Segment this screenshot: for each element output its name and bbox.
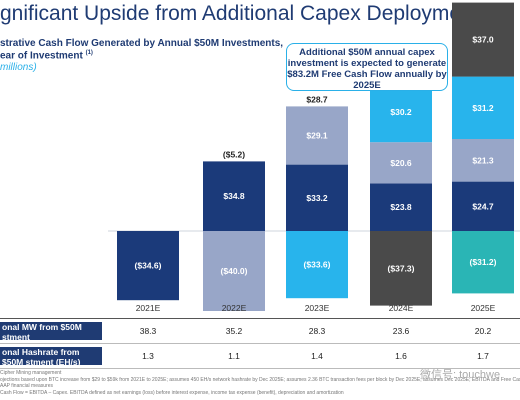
table-cell: 35.2 (225, 326, 243, 336)
row-label: onal Hashrate from $50M stment (EH/s) (0, 347, 102, 367)
footnote-marker: (1) (85, 50, 93, 56)
bar-segment (370, 183, 432, 231)
table-cell: 1.6 (395, 351, 407, 361)
total-label: $83.2 (472, 0, 494, 1)
chart-subtitle: strative Cash Flow Generated by Annual $… (0, 38, 284, 49)
bar-segment (370, 81, 432, 143)
category-label: 2024E (389, 303, 414, 313)
data-label: $33.2 (306, 193, 328, 203)
bar-segment (452, 2, 514, 77)
bar-segment (286, 106, 348, 165)
data-label: $29.1 (306, 131, 328, 141)
category-label: 2023E (305, 303, 330, 313)
watermark: 微信号: touchwe (420, 369, 501, 381)
footnote: AAP financial measures (0, 383, 53, 389)
bar-segment (452, 181, 514, 231)
page-title: gnificant Upside from Additional Capex D… (0, 2, 479, 25)
metrics-table: onal MW from $50M stment 38.3 35.2 28.3 … (0, 318, 520, 369)
table-cell: 23.6 (392, 326, 410, 336)
footnote: Cash Flow = EBITDA – Capex. EBITDA defin… (0, 389, 344, 396)
bar-segment (370, 231, 432, 306)
bar-segment (286, 231, 348, 299)
total-label: $28.7 (306, 94, 328, 104)
data-label: $20.6 (390, 158, 412, 168)
data-label: $34.8 (223, 191, 245, 201)
data-label: $21.3 (472, 155, 494, 165)
bar-segment (452, 231, 514, 294)
table-row-mw: onal MW from $50M stment 38.3 35.2 28.3 … (0, 319, 520, 344)
data-label: ($31.2) (470, 257, 497, 267)
data-label: $31.2 (472, 103, 494, 113)
category-label: 2021E (136, 303, 161, 313)
footnote: ojections based upon BTC increase from $… (0, 376, 520, 383)
footnotes: Cipher Mining management ojections based… (0, 370, 520, 396)
table-cell: 38.3 (139, 326, 157, 336)
callout-box: Additional $50M annual capex investment … (286, 43, 448, 91)
bar-segment (117, 231, 179, 301)
total-label: ($5.2) (223, 149, 245, 159)
bar-segment (203, 231, 265, 311)
data-label: ($33.6) (304, 260, 331, 270)
data-label: ($34.6) (135, 261, 162, 271)
table-cell: 1.3 (142, 351, 154, 361)
subtitle-text: ear of Investment (0, 50, 86, 62)
data-label: $24.7 (472, 201, 494, 211)
table-cell: 1.1 (228, 351, 240, 361)
table-cell: 28.3 (308, 326, 326, 336)
units-label: millions) (0, 62, 37, 73)
data-label: $23.8 (390, 202, 412, 212)
data-label: ($37.3) (388, 263, 415, 273)
table-cell: 1.7 (477, 351, 489, 361)
bar-segment (370, 142, 432, 184)
table-row-hashrate: onal Hashrate from $50M stment (EH/s) 1.… (0, 344, 520, 369)
data-label: $37.0 (472, 35, 494, 45)
stacked-bar-chart: ($34.6) 2021E $34.8 ($40.0) ($5.2) 2022E $33.2… (108, 0, 520, 313)
bar-segment (452, 76, 514, 139)
category-label: 2025E (471, 303, 496, 313)
table-cell: 20.2 (474, 326, 492, 336)
data-label: ($40.0) (221, 266, 248, 276)
bar-segment (203, 161, 265, 231)
footnote: Cipher Mining management (0, 370, 62, 376)
bar-segment (452, 139, 514, 182)
chart-subtitle-line2: ear of Investment (1) (0, 50, 93, 61)
category-label: 2022E (222, 303, 247, 313)
data-label: $30.2 (390, 107, 412, 117)
bar-segment (286, 164, 348, 231)
row-label: onal MW from $50M stment (0, 322, 102, 342)
table-cell: 1.4 (311, 351, 323, 361)
